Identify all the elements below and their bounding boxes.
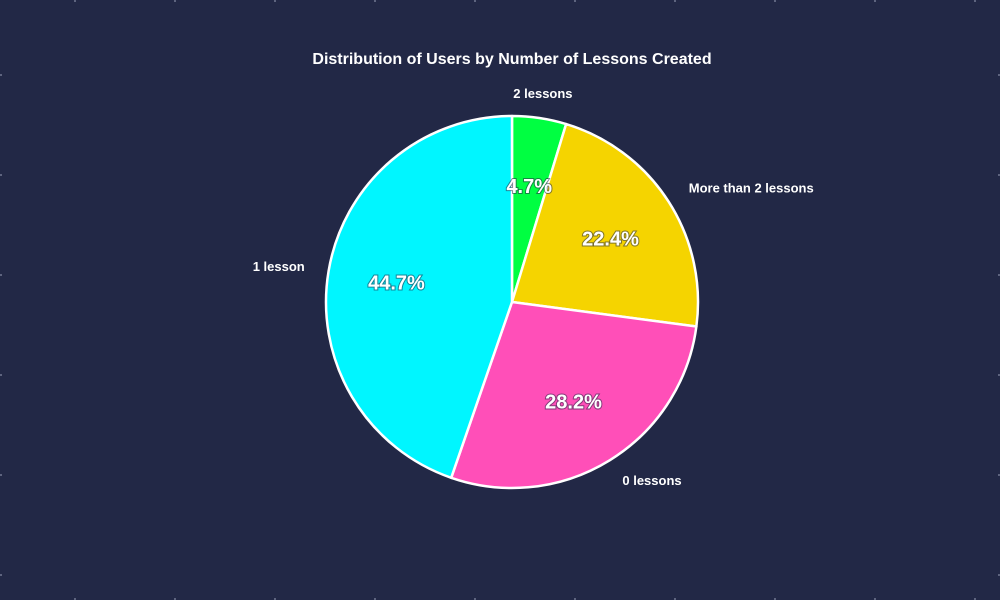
slice-category-label: 0 lessons bbox=[622, 473, 681, 488]
slice-percent-label: 28.2% bbox=[545, 392, 602, 414]
pie-slice bbox=[324, 114, 514, 480]
slice-category-label: 1 lesson bbox=[253, 259, 305, 274]
slice-category-label: More than 2 lessons bbox=[689, 180, 814, 195]
pie-slices bbox=[324, 114, 700, 490]
slice-percent-label: 44.7% bbox=[368, 273, 425, 295]
slice-category-label: 2 lessons bbox=[513, 86, 572, 101]
percent-labels: 4.7% 22.4% 28.2% 44.7% bbox=[367, 175, 640, 415]
pie-slice bbox=[510, 122, 700, 328]
chart-title: Distribution of Users by Number of Lesso… bbox=[312, 51, 711, 68]
slice-percent-label: 4.7% bbox=[506, 176, 552, 198]
slice-percent-label: 22.4% bbox=[582, 229, 639, 251]
slice-labels: 2 lessons More than 2 lessons 0 lessons 1 l… bbox=[251, 85, 815, 490]
pie-slice bbox=[449, 300, 698, 490]
